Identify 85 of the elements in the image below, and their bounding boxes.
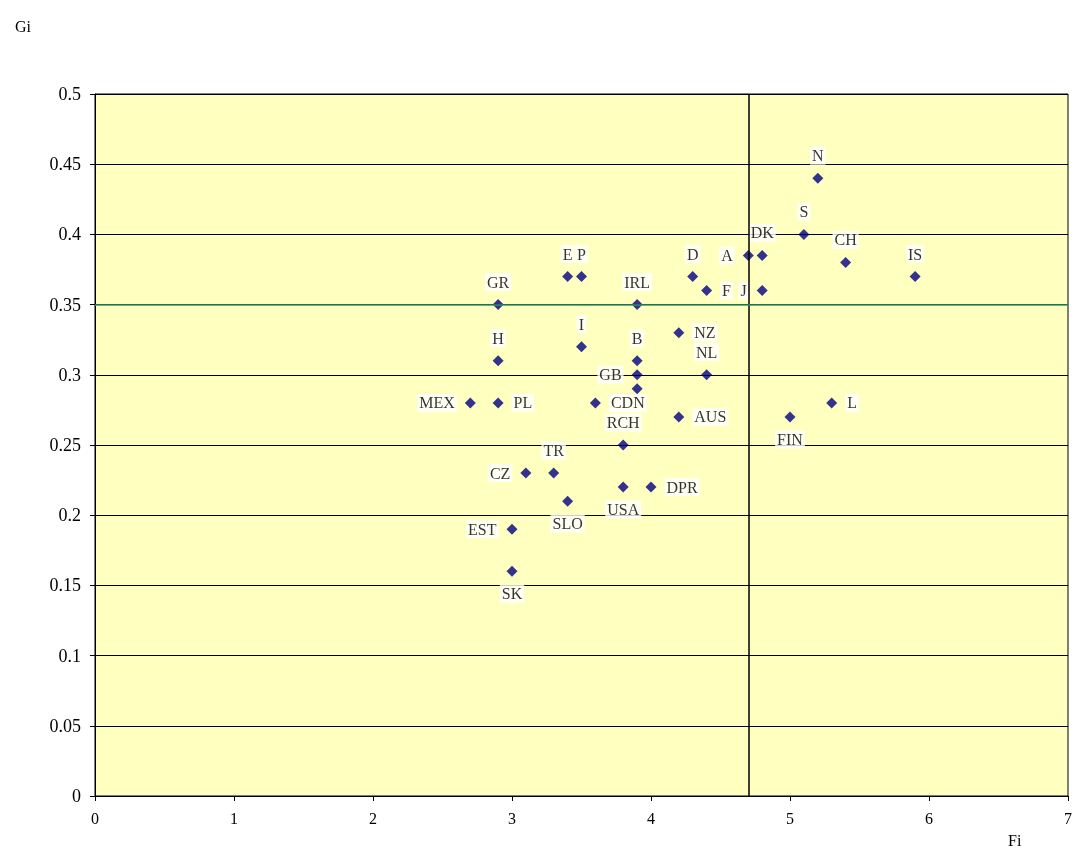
data-label: S (799, 203, 809, 221)
data-label: TR (543, 442, 565, 460)
x-tick-label: 1 (230, 809, 238, 827)
data-label: MEX (419, 394, 456, 412)
data-label: SK (501, 585, 523, 603)
data-label: B (631, 329, 643, 347)
data-label: IRL (624, 273, 650, 291)
y-tick-label: 0.25 (49, 435, 81, 455)
y-tick-label: 0.15 (49, 575, 81, 596)
data-label: CH (834, 231, 858, 249)
data-label: NZ (694, 324, 716, 342)
point (576, 341, 587, 353)
point (784, 411, 796, 423)
y-tick-label: 0 (72, 786, 81, 806)
x-tick-label: 4 (647, 809, 655, 827)
data-label: P (577, 245, 587, 263)
data-label: CZ (489, 464, 511, 482)
x-tick-label: 0 (91, 809, 99, 827)
data-label: E (562, 245, 573, 263)
data-label: D (686, 245, 699, 263)
data-label: RCH (606, 414, 641, 431)
point (576, 271, 587, 283)
data-label: IS (907, 245, 923, 263)
data-label: FIN (777, 430, 804, 448)
point (492, 397, 504, 409)
point (673, 411, 685, 423)
point (840, 256, 852, 268)
point (562, 495, 574, 507)
data-label: F (722, 282, 732, 300)
point (673, 327, 685, 339)
y-tick-label: 0.1 (58, 645, 81, 666)
data-label: SLO (552, 515, 583, 533)
x-tick-label: 2 (369, 809, 377, 827)
point (520, 467, 532, 479)
point (506, 565, 518, 577)
y-axis-title: Gi (15, 17, 32, 35)
point (756, 249, 768, 261)
point (464, 397, 476, 409)
x-axis-title: Fi (1008, 831, 1022, 849)
data-label: H (492, 329, 505, 347)
point (492, 355, 504, 367)
point (826, 397, 838, 409)
y-tick-label: 0.45 (49, 154, 81, 175)
point (812, 172, 824, 184)
y-tick-label: 0.5 (58, 84, 81, 104)
data-label: DPR (666, 478, 698, 496)
x-tick-label: 7 (1064, 809, 1072, 827)
point (909, 271, 921, 283)
point (562, 271, 574, 283)
data-label: USA (607, 501, 640, 519)
point (631, 355, 643, 367)
point (756, 285, 768, 297)
data-label: I (578, 315, 585, 333)
point (701, 285, 713, 297)
data-label: EST (468, 520, 497, 538)
data-label: L (847, 394, 857, 412)
point (617, 481, 629, 493)
y-tick-label: 0.05 (49, 715, 81, 736)
point (589, 397, 601, 409)
point (631, 383, 643, 395)
data-label: A (721, 246, 734, 264)
x-tick-label: 5 (786, 809, 794, 827)
y-tick-label: 0.3 (58, 364, 81, 385)
data-label: GB (599, 366, 622, 384)
data-label: DK (750, 224, 775, 242)
point (645, 481, 657, 493)
data-label: AUS (694, 408, 727, 426)
point (687, 271, 699, 283)
x-tick-label: 3 (508, 809, 516, 827)
data-label: GR (486, 273, 510, 291)
point (798, 228, 810, 240)
y-tick-label: 0.35 (49, 294, 81, 315)
point (701, 369, 713, 381)
data-label: J (740, 282, 747, 300)
x-tick-label: 6 (925, 809, 933, 827)
y-tick-label: 0.2 (58, 505, 81, 526)
data-label: N (812, 147, 825, 165)
point (548, 467, 560, 479)
data-label: NL (695, 343, 718, 361)
point (617, 439, 629, 451)
point (506, 523, 518, 535)
data-label: CDN (610, 394, 646, 412)
data-label: PL (513, 394, 533, 412)
point (631, 369, 643, 381)
y-tick-label: 0.4 (58, 224, 81, 245)
